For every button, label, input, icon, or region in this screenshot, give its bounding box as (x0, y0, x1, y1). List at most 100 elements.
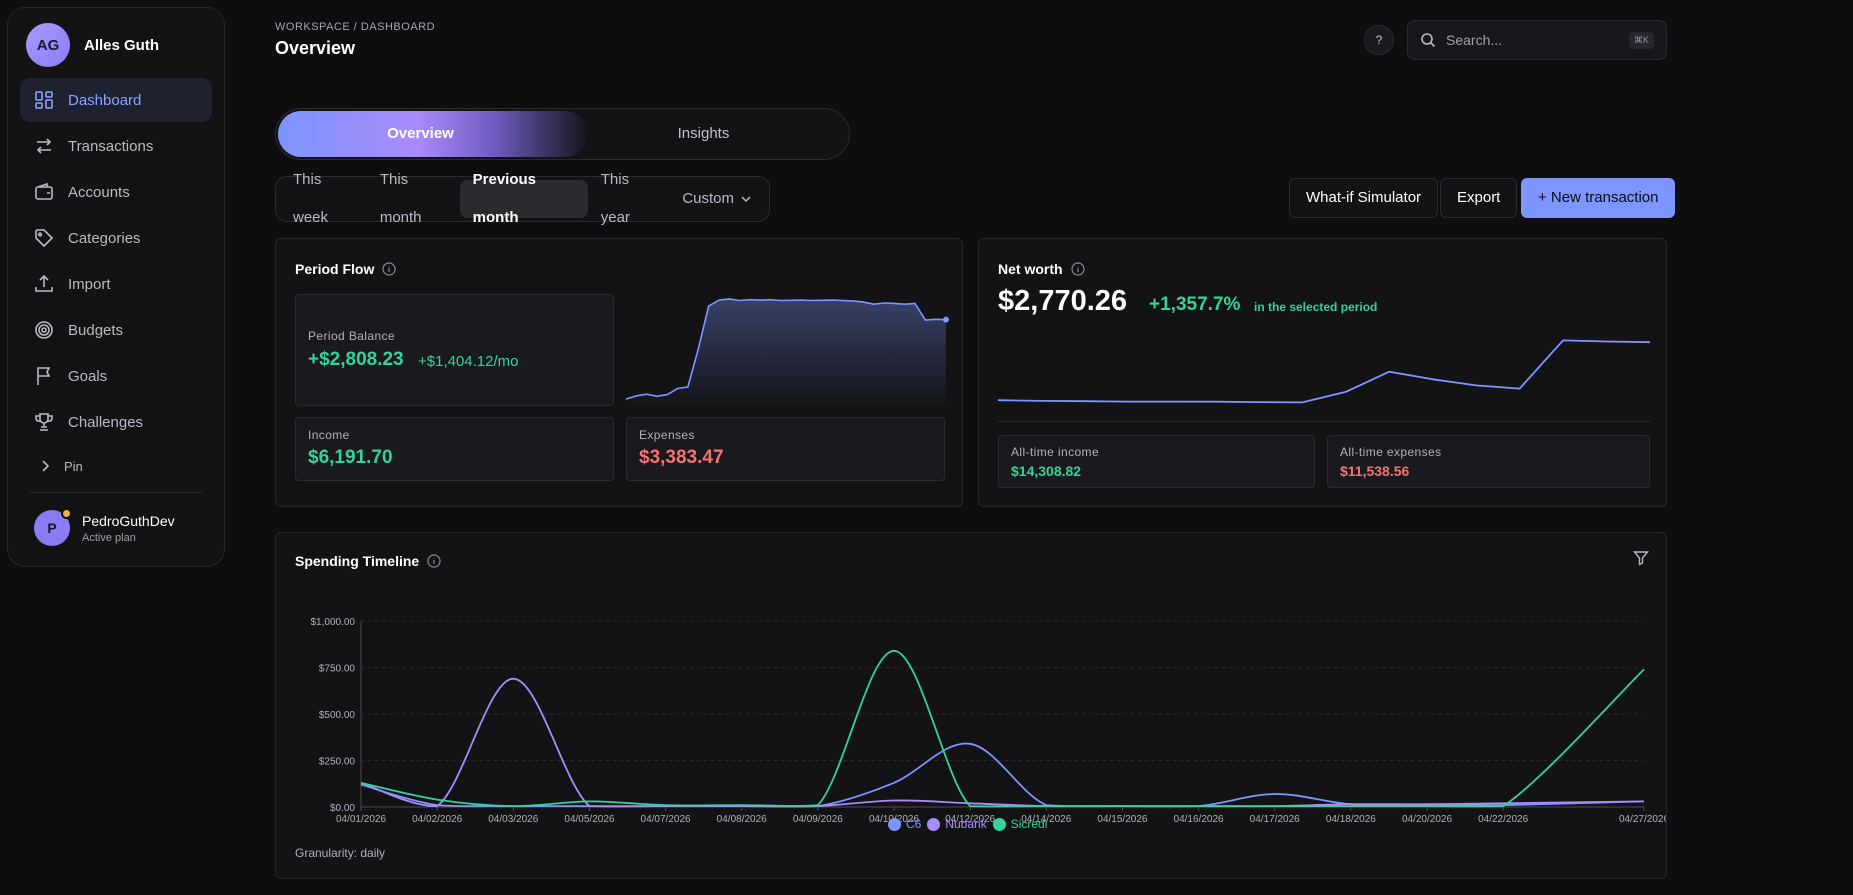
expenses-value: $3,383.47 (639, 447, 724, 468)
all-time-income-label: All-time income (1011, 445, 1100, 459)
sidebar-item-goals[interactable]: Goals (20, 354, 212, 398)
search-input[interactable] (1446, 32, 1626, 48)
avatar: P (34, 508, 72, 546)
period-balance-rate: +$1,404.12/mo (418, 353, 519, 370)
period-flow-card: Period Flow Period Balance +$2,808.23 +$… (275, 238, 963, 507)
workspace-brand[interactable]: AG Alles Guth (20, 22, 212, 68)
notification-dot (61, 508, 72, 519)
net-worth-change-note: in the selected period (1254, 300, 1378, 314)
workspace-name: Alles Guth (84, 36, 160, 54)
sidebar-item-label: Import (68, 275, 111, 293)
all-time-income-box: All-time income $14,308.82 (998, 435, 1315, 488)
legend-item-nubank[interactable]: Nubank (927, 817, 987, 831)
legend-label: C6 (906, 817, 922, 831)
sparkline-endpoint (943, 316, 949, 323)
divider (998, 421, 1650, 422)
period-this-year[interactable]: This year (600, 171, 630, 226)
y-tick-label: $250.00 (319, 757, 356, 768)
income-box: Income $6,191.70 (295, 417, 614, 481)
spending-timeline-title: Spending Timeline (295, 553, 420, 569)
x-tick-label: 04/16/2026 (1174, 814, 1224, 825)
chart-legend: C6 Nubank Sicredi (888, 817, 1053, 831)
sidebar-nav: Dashboard Transactions Accounts Categori… (20, 78, 212, 486)
user-initial: P (47, 520, 57, 536)
legend-swatch (992, 817, 1006, 831)
legend-item-sicredi[interactable]: Sicredi (992, 817, 1047, 831)
x-tick-label: 04/03/2026 (488, 814, 538, 825)
series-line-nubank (360, 677, 1645, 808)
help-button[interactable]: ? (1364, 25, 1394, 55)
sidebar-pin-toggle[interactable]: Pin (20, 446, 212, 486)
period-balance-box: Period Balance +$2,808.23 +$1,404.12/mo (295, 294, 614, 406)
y-tick-label: $500.00 (319, 710, 356, 721)
period-balance-value: +$2,808.23 (308, 349, 404, 370)
net-worth-change: +1,357.7% (1149, 294, 1241, 315)
sidebar-item-dashboard[interactable]: Dashboard (20, 78, 212, 122)
pin-label: Pin (64, 458, 83, 474)
x-tick-label: 04/22/2026 (1478, 814, 1528, 825)
chevron-right-icon (42, 460, 50, 472)
tab-overview[interactable]: Overview (387, 125, 454, 142)
y-tick-label: $0.00 (330, 803, 355, 814)
search-box[interactable]: ⌘K (1407, 20, 1667, 60)
period-previous-month[interactable]: Previous month (459, 171, 588, 226)
user-name: PedroGuthDev (82, 512, 175, 529)
sidebar-item-label: Dashboard (68, 91, 142, 109)
new-transaction-button[interactable]: + New transaction (1521, 178, 1676, 218)
user-plan: Active plan (82, 531, 136, 544)
wallet-icon (35, 182, 53, 200)
search-icon (1421, 33, 1436, 48)
tab-insights[interactable]: Insights (677, 125, 730, 142)
sidebar-item-label: Goals (68, 367, 108, 385)
what-if-simulator-button[interactable]: What-if Simulator (1289, 178, 1439, 218)
upload-icon (35, 274, 53, 292)
target-icon (35, 321, 53, 339)
spending-timeline-card: Spending Timeline $0.00 $250.00 $500.00 $75… (275, 532, 1667, 879)
sidebar-item-label: Transactions (68, 137, 154, 155)
period-custom-label: Custom (682, 190, 734, 207)
x-tick-label: 04/01/2026 (336, 814, 386, 825)
info-icon[interactable] (382, 262, 396, 276)
series-line-c6 (360, 742, 1645, 808)
flag-icon (37, 367, 51, 385)
sidebar-item-transactions[interactable]: Transactions (20, 124, 212, 168)
legend-item-c6[interactable]: C6 (888, 817, 921, 831)
period-custom[interactable]: Custom (669, 180, 765, 218)
legend-swatch (888, 817, 901, 831)
legend-swatch (927, 817, 941, 831)
workspace-avatar: AG (26, 23, 70, 67)
sidebar-item-label: Categories (68, 229, 141, 247)
all-time-income-value: $14,308.82 (1011, 463, 1082, 479)
x-tick-label: 04/08/2026 (717, 814, 767, 825)
x-tick-label: 04/17/2026 (1250, 814, 1300, 825)
export-button[interactable]: Export (1440, 178, 1518, 218)
period-this-week[interactable]: This week (293, 171, 329, 226)
net-worth-chart (998, 339, 1650, 404)
sidebar-item-challenges[interactable]: Challenges (20, 400, 212, 444)
sidebar-item-accounts[interactable]: Accounts (20, 170, 212, 214)
series-line-sicredi (360, 649, 1645, 808)
all-time-expenses-label: All-time expenses (1340, 445, 1442, 459)
info-icon[interactable] (427, 554, 441, 568)
sidebar-item-budgets[interactable]: Budgets (20, 308, 212, 352)
net-worth-value: $2,770.26 (998, 285, 1128, 317)
sidebar-divider (30, 492, 202, 493)
active-tab-indicator (278, 111, 588, 157)
info-icon[interactable] (1070, 262, 1085, 276)
trophy-icon (35, 413, 53, 431)
x-tick-label: 04/02/2026 (412, 814, 462, 825)
user-profile[interactable]: P PedroGuthDev Active plan (20, 503, 212, 553)
card-title: Net worth (998, 261, 1085, 277)
chevron-down-icon (741, 196, 751, 203)
sidebar: AG Alles Guth Dashboard Transactions Acc… (7, 7, 225, 567)
filter-icon[interactable] (1633, 550, 1649, 566)
period-flow-title: Period Flow (295, 261, 375, 277)
breadcrumb: WORKSPACE / DASHBOARD (275, 21, 436, 33)
sidebar-item-categories[interactable]: Categories (20, 216, 212, 260)
view-tabs: Overview Insights (275, 108, 850, 160)
page-title: Overview (275, 38, 356, 58)
sidebar-item-import[interactable]: Import (20, 262, 212, 306)
income-value: $6,191.70 (308, 447, 393, 468)
x-tick-label: 04/27/2026 (1619, 814, 1666, 825)
period-this-month[interactable]: This month (379, 171, 422, 226)
